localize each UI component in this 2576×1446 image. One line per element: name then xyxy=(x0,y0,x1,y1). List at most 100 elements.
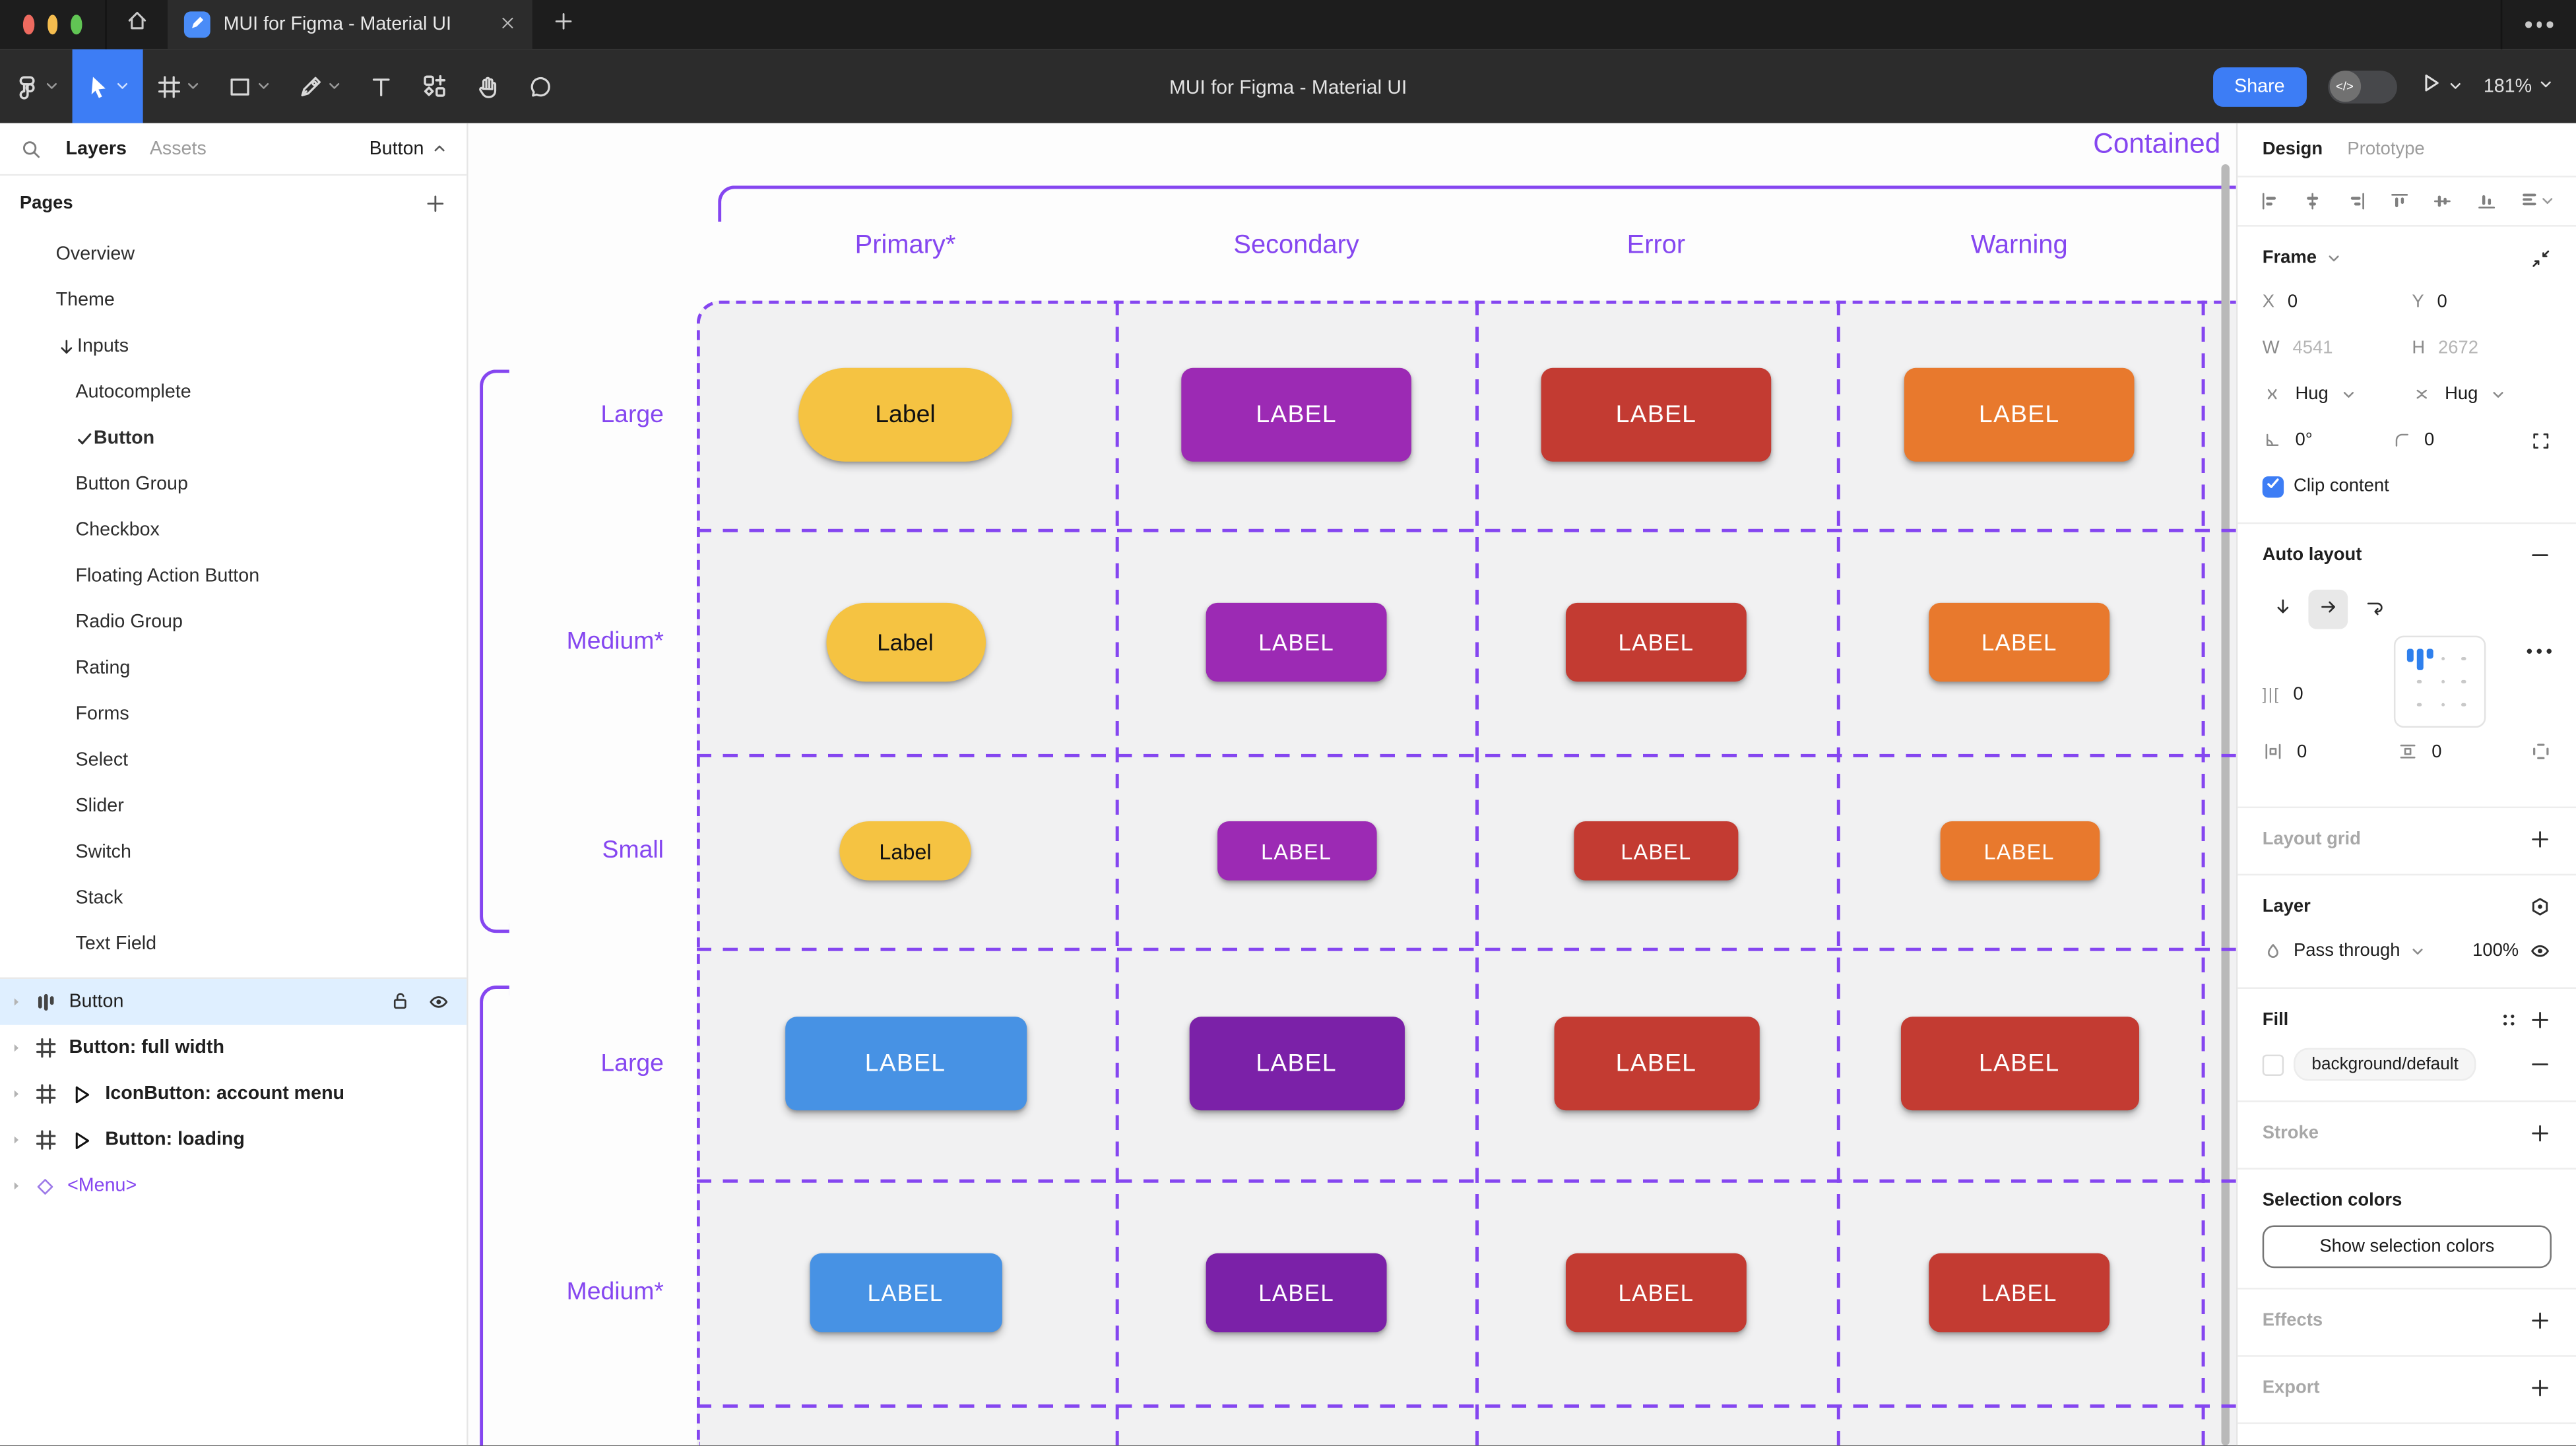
fill-color-swatch[interactable] xyxy=(2262,1053,2284,1075)
canvas-button[interactable]: LABEL xyxy=(784,1017,1027,1111)
sidebar-page-item[interactable]: Button Group xyxy=(0,462,467,508)
distribute-button[interactable] xyxy=(2519,188,2555,214)
eye-icon[interactable] xyxy=(427,990,450,1013)
add-layout-grid-button[interactable] xyxy=(2528,828,2552,851)
remove-auto-layout-button[interactable] xyxy=(2528,544,2552,567)
search-icon[interactable] xyxy=(20,137,43,160)
row-label[interactable]: Small xyxy=(602,836,664,864)
collapse-icon[interactable] xyxy=(2530,247,2552,268)
auto-layout-options-button[interactable] xyxy=(2527,648,2552,654)
column-header[interactable]: Secondary xyxy=(1233,232,1359,260)
maximize-window-button[interactable] xyxy=(71,15,82,35)
direction-horizontal-button[interactable] xyxy=(2308,589,2348,629)
canvas-button[interactable]: LABEL xyxy=(1939,821,2099,881)
canvas-button[interactable]: LABEL xyxy=(1929,602,2110,681)
sidebar-page-item[interactable]: Forms xyxy=(0,691,467,738)
sidebar-page-item[interactable]: Text Field xyxy=(0,922,467,968)
add-export-button[interactable] xyxy=(2528,1377,2552,1400)
column-header[interactable]: Error xyxy=(1626,232,1686,260)
sidebar-page-item[interactable]: Autocomplete xyxy=(0,369,467,416)
canvas-button[interactable]: LABEL xyxy=(1929,1252,2110,1332)
clip-content-checkbox[interactable] xyxy=(2262,475,2284,497)
sidebar-page-item[interactable]: Inputs xyxy=(0,324,467,370)
canvas-button[interactable]: LABEL xyxy=(1541,367,1772,462)
align-vertical-center-button[interactable] xyxy=(2432,191,2453,212)
canvas-button[interactable]: LABEL xyxy=(1188,1017,1404,1111)
sidebar-page-item[interactable]: Radio Group xyxy=(0,600,467,646)
independent-padding-button[interactable] xyxy=(2530,741,2552,762)
remove-fill-button[interactable] xyxy=(2528,1053,2552,1076)
width-field[interactable]: W 4541 xyxy=(2262,338,2333,358)
align-top-button[interactable] xyxy=(2389,191,2410,212)
layer-row[interactable]: IconButton: account menu xyxy=(0,1071,467,1117)
new-tab-button[interactable] xyxy=(532,0,595,49)
sidebar-page-item[interactable]: Rating xyxy=(0,646,467,692)
close-tab-icon[interactable] xyxy=(499,14,516,35)
canvas-button[interactable]: LABEL xyxy=(809,1252,1002,1332)
column-header[interactable]: Warning xyxy=(1970,232,2068,260)
rotation-field[interactable]: 0° xyxy=(2263,430,2382,450)
move-tool-button[interactable] xyxy=(72,49,143,123)
row-label[interactable]: Large xyxy=(600,1048,664,1077)
shape-tool-button[interactable] xyxy=(214,49,284,123)
pen-tool-button[interactable] xyxy=(284,49,355,123)
main-menu-button[interactable] xyxy=(0,49,73,123)
canvas-button[interactable]: LABEL xyxy=(1574,821,1739,881)
blend-mode-icon[interactable] xyxy=(2528,895,2552,918)
dev-mode-toggle[interactable]: </> xyxy=(2327,69,2397,103)
tab-assets[interactable]: Assets xyxy=(149,139,207,159)
hand-tool-button[interactable] xyxy=(462,49,515,123)
chevron-down-icon[interactable] xyxy=(2327,251,2341,265)
overflow-menu-button[interactable] xyxy=(2500,0,2576,49)
opacity-field[interactable]: 100% xyxy=(2472,941,2519,961)
text-tool-button[interactable] xyxy=(355,49,408,123)
vertical-resizing-dropdown[interactable]: Hug xyxy=(2412,385,2552,404)
layer-row[interactable]: Button: full width xyxy=(0,1025,467,1071)
canvas-button[interactable]: LABEL xyxy=(1565,602,1747,681)
fill-style-chip[interactable]: background/default xyxy=(2294,1048,2477,1081)
align-bottom-button[interactable] xyxy=(2476,191,2497,212)
present-button[interactable] xyxy=(2418,70,2462,103)
tab-prototype[interactable]: Prototype xyxy=(2347,139,2425,160)
lock-open-icon[interactable] xyxy=(389,990,410,1013)
comment-tool-button[interactable] xyxy=(514,49,567,123)
blend-mode-dropdown[interactable]: Pass through xyxy=(2294,941,2425,961)
align-horizontal-center-button[interactable] xyxy=(2302,191,2323,212)
canvas-button[interactable]: LABEL xyxy=(1206,1252,1387,1332)
sidebar-page-item[interactable]: Select xyxy=(0,738,467,784)
canvas-scrollbar[interactable] xyxy=(2221,164,2230,1446)
align-left-button[interactable] xyxy=(2259,191,2280,212)
add-fill-button[interactable] xyxy=(2528,1009,2552,1032)
alignment-pad[interactable] xyxy=(2393,635,2486,728)
canvas-button[interactable]: Label xyxy=(825,602,985,681)
layer-row[interactable]: Button: loading xyxy=(0,1117,467,1163)
sidebar-page-item[interactable]: Checkbox xyxy=(0,507,467,553)
gap-field[interactable]: ]|[0 xyxy=(2262,685,2303,705)
canvas-button[interactable]: Label xyxy=(798,367,1012,462)
zoom-level-dropdown[interactable]: 181% xyxy=(2484,77,2554,96)
tab-design[interactable]: Design xyxy=(2262,139,2323,160)
canvas-button[interactable]: LABEL xyxy=(1553,1017,1759,1111)
sidebar-page-item[interactable]: Button xyxy=(0,416,467,462)
sidebar-page-item[interactable]: Slider xyxy=(0,784,467,830)
sidebar-page-item[interactable]: Stack xyxy=(0,875,467,922)
canvas-button[interactable]: Label xyxy=(839,821,971,881)
horizontal-padding-field[interactable]: 0 xyxy=(2263,741,2307,762)
minimize-window-button[interactable] xyxy=(47,15,59,35)
page-selector[interactable]: Button xyxy=(370,139,447,158)
horizontal-resizing-dropdown[interactable]: Hug xyxy=(2263,385,2402,404)
direction-vertical-button[interactable] xyxy=(2263,590,2302,629)
column-header[interactable]: Primary* xyxy=(854,232,956,260)
frame-tool-button[interactable] xyxy=(143,49,214,123)
align-right-button[interactable] xyxy=(2346,191,2367,212)
row-label[interactable]: Large xyxy=(600,400,664,428)
canvas-button[interactable]: LABEL xyxy=(1900,1017,2139,1111)
add-page-button[interactable] xyxy=(424,192,447,215)
visibility-icon[interactable] xyxy=(2528,939,2552,962)
sidebar-page-item[interactable]: Overview xyxy=(0,232,467,278)
sidebar-page-item[interactable]: Switch xyxy=(0,829,467,875)
sidebar-page-item[interactable]: Theme xyxy=(0,278,467,324)
row-label[interactable]: Medium* xyxy=(566,626,664,655)
